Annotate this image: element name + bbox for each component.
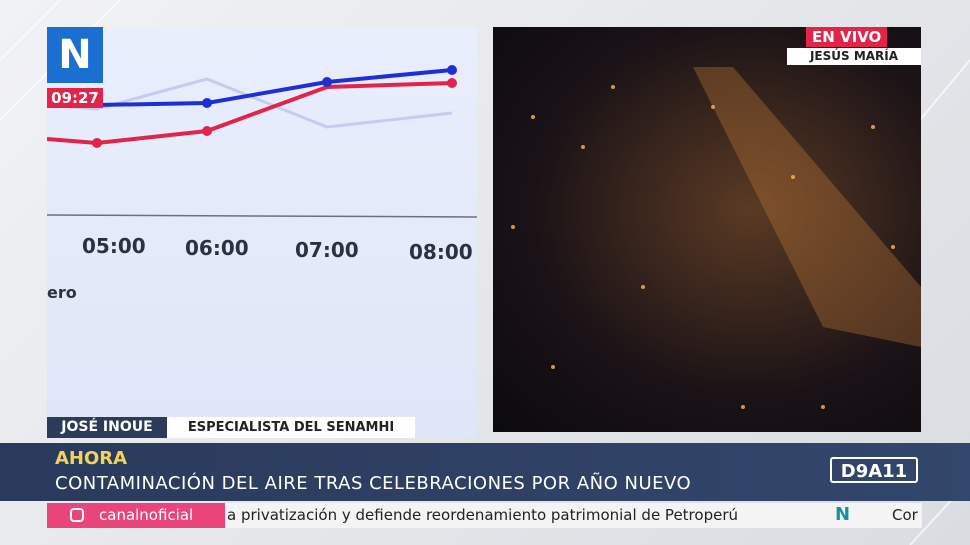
live-badge: EN VIVO xyxy=(806,27,888,47)
location: JESÚS MARÍA xyxy=(787,48,921,65)
ticker-strip: a privatización y defiende reordenamient… xyxy=(225,503,922,528)
studio-screen: 05:00 06:00 07:00 08:00 ero xyxy=(47,27,477,437)
time-label: 06:00 xyxy=(185,236,249,260)
program-logo: D9A11 xyxy=(830,457,918,483)
time-label: 07:00 xyxy=(295,238,359,262)
ticker-text: a privatización y defiende reordenamient… xyxy=(227,506,738,524)
legend-fragment: ero xyxy=(47,283,77,302)
social-handle: canalnoficial xyxy=(47,503,225,528)
guest-role: ESPECIALISTA DEL SENAMHI xyxy=(167,417,415,438)
time-label: 05:00 xyxy=(82,234,146,258)
ticker-logo: N xyxy=(835,504,851,525)
clock: 09:27 xyxy=(47,88,103,108)
city-lights xyxy=(511,67,921,409)
screen-chart: 05:00 06:00 07:00 08:00 ero xyxy=(47,65,477,302)
time-label: 08:00 xyxy=(409,240,473,264)
live-video xyxy=(493,27,921,432)
instagram-icon xyxy=(70,508,84,522)
ticker-next: Cor xyxy=(892,506,918,524)
headline-kicker: AHORA xyxy=(55,448,128,469)
guest-name: JOSÉ INOUE xyxy=(47,417,167,438)
channel-logo: N xyxy=(47,27,103,83)
headline-bar xyxy=(0,443,970,501)
headline-title: CONTAMINACIÓN DEL AIRE TRAS CELEBRACIONE… xyxy=(55,473,692,494)
